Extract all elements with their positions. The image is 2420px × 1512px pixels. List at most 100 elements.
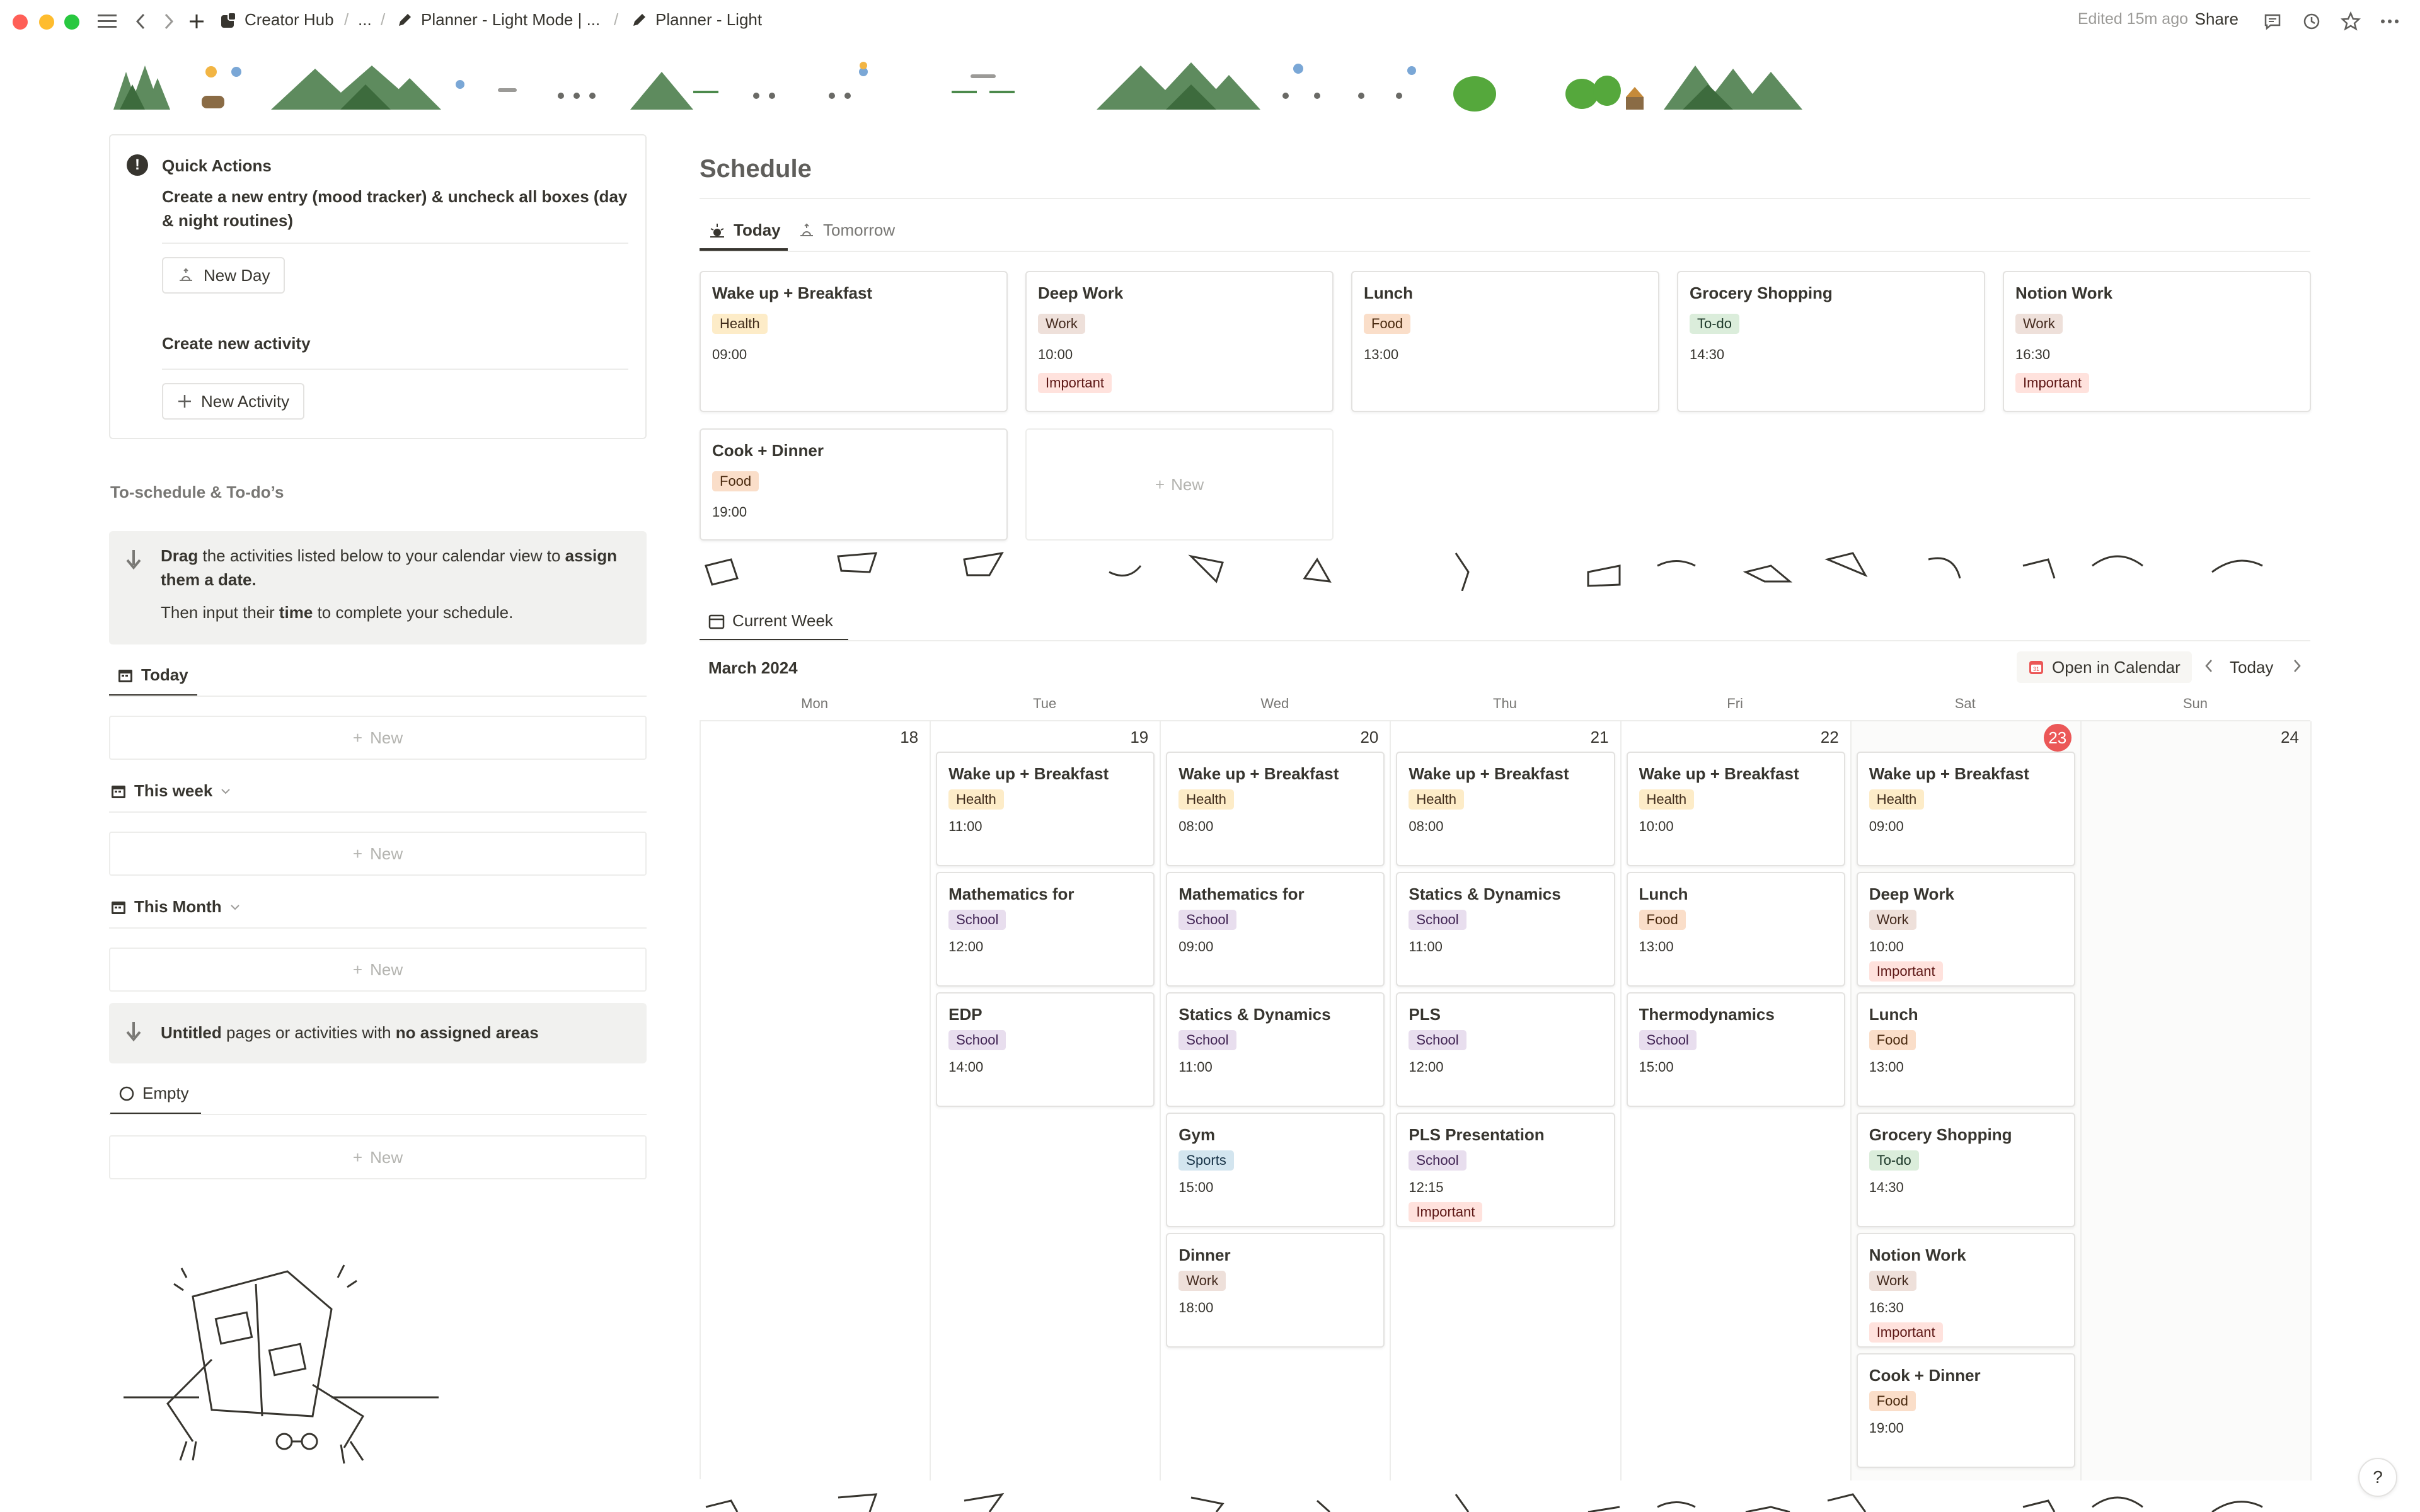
previous-week-button[interactable]	[2203, 658, 2215, 679]
card-title: Deep Work	[1038, 284, 1124, 302]
drag-instructions-text: Drag the activities listed below to your…	[161, 544, 627, 592]
tab-current-week[interactable]: Current Week	[708, 611, 833, 631]
event-time: 09:00	[1869, 818, 1904, 834]
calendar-event-card[interactable]: Cook + Dinner Food 19:00	[1856, 1353, 2075, 1468]
breadcrumb-planner-light[interactable]: Planner - Light	[630, 10, 762, 30]
share-button[interactable]: Share	[2194, 9, 2238, 28]
tag-badge: Work	[1178, 1271, 1226, 1291]
calendar-event-card[interactable]: Grocery Shopping To-do 14:30	[1856, 1113, 2075, 1227]
plus-icon: +	[352, 1147, 363, 1167]
favorite-star-icon[interactable]	[2338, 9, 2363, 34]
comments-icon[interactable]	[2260, 9, 2285, 34]
card-time: 16:30	[2015, 346, 2051, 362]
emphasis-drag: Drag	[161, 546, 199, 565]
calendar-event-card[interactable]: Wake up + Breakfast Health 11:00	[936, 752, 1155, 866]
new-entry-button[interactable]: + New	[109, 1135, 647, 1179]
sidebar-toggle-icon[interactable]	[95, 9, 120, 34]
calendar-event-card[interactable]: Thermodynamics School 15:00	[1626, 992, 1845, 1107]
weekday-label: Wed	[1260, 696, 1289, 711]
sun-icon	[710, 223, 724, 238]
card-time: 13:00	[1364, 346, 1399, 362]
calendar-event-card[interactable]: PLS Presentation School 12:15 Important	[1396, 1113, 1615, 1227]
view-tab-this-month[interactable]: This Month	[110, 897, 241, 917]
event-time: 09:00	[1178, 939, 1214, 954]
calendar-event-card[interactable]: Wake up + Breakfast Health 09:00	[1856, 752, 2075, 866]
tag-badge: School	[1178, 1030, 1236, 1050]
tab-today[interactable]: Today	[708, 220, 781, 240]
new-card-button[interactable]: + New	[1025, 428, 1334, 541]
tag-badge: Food	[1869, 1391, 1916, 1411]
new-day-button[interactable]: New Day	[162, 257, 285, 294]
window-minimize-button[interactable]	[39, 14, 54, 30]
event-time: 18:00	[1178, 1300, 1214, 1315]
event-time: 12:00	[948, 939, 984, 954]
new-entry-button[interactable]: + New	[109, 832, 647, 876]
calendar-event-card[interactable]: Lunch Food 13:00	[1856, 992, 2075, 1107]
calendar-day-column[interactable]: 21 Wake up + Breakfast Health 08:00 Statics …	[1391, 721, 1622, 1480]
tag-badge: Food	[1639, 910, 1686, 930]
schedule-card[interactable]: Lunch Food 13:00	[1351, 271, 1659, 412]
calendar-event-card[interactable]: Deep Work Work 10:00 Important	[1856, 872, 2075, 987]
open-in-calendar-button[interactable]: 31 Open in Calendar	[2017, 651, 2192, 683]
calendar-event-card[interactable]: Dinner Work 18:00	[1166, 1233, 1385, 1348]
calendar-event-card[interactable]: PLS School 12:00	[1396, 992, 1615, 1107]
calendar-event-card[interactable]: Wake up + Breakfast Health 10:00	[1626, 752, 1845, 866]
schedule-card[interactable]: Cook + Dinner Food 19:00	[700, 428, 1008, 541]
new-page-icon[interactable]	[184, 9, 209, 34]
weekday-label: Mon	[801, 696, 828, 711]
window-maximize-button[interactable]	[64, 14, 79, 30]
today-button[interactable]: Today	[2230, 658, 2274, 677]
calendar-day-column[interactable]: 24	[2081, 721, 2312, 1480]
calendar-month-label: March 2024	[708, 658, 798, 677]
today-date-badge: 23	[2043, 724, 2071, 752]
breadcrumb-planner-light-mode[interactable]: Planner - Light Mode | ...	[396, 10, 600, 30]
back-icon[interactable]	[128, 9, 153, 34]
schedule-card[interactable]: Grocery Shopping To-do 14:30	[1677, 271, 1985, 412]
window-close-button[interactable]	[13, 14, 28, 30]
calendar-event-card[interactable]: Notion Work Work 16:30 Important	[1856, 1233, 2075, 1348]
plus-icon	[178, 395, 191, 408]
event-time: 11:00	[1178, 1059, 1213, 1075]
calendar-day-column[interactable]: 19 Wake up + Breakfast Health 11:00 Mathemat…	[931, 721, 1161, 1480]
calendar-day-column[interactable]: 20 Wake up + Breakfast Health 08:00 Mathemat…	[1161, 721, 1392, 1480]
svg-text:31: 31	[2033, 666, 2039, 672]
new-entry-button[interactable]: + New	[109, 716, 647, 760]
view-tab-today[interactable]: Today	[117, 665, 188, 685]
schedule-card[interactable]: Deep Work Work 10:00 Important	[1025, 271, 1334, 412]
calendar-day-column[interactable]: 18	[701, 721, 931, 1480]
event-time: 08:00	[1178, 818, 1214, 834]
important-badge: Important	[2015, 373, 2089, 393]
schedule-card[interactable]: Notion Work Work 16:30 Important	[2003, 271, 2311, 412]
leaves-divider-illustration-bottom	[705, 1492, 2263, 1512]
new-entry-button[interactable]: + New	[109, 948, 647, 992]
calendar-event-card[interactable]: Mathematics for School 09:00	[1166, 872, 1385, 987]
view-tab-this-week[interactable]: This week	[110, 781, 231, 801]
new-activity-button[interactable]: New Activity	[162, 383, 305, 420]
help-button[interactable]: ?	[2358, 1458, 2397, 1497]
calendar-event-card[interactable]: Statics & Dynamics School 11:00	[1396, 872, 1615, 987]
calendar-day-column[interactable]: 22 Wake up + Breakfast Health 10:00 Lunch Foo…	[1622, 721, 1852, 1480]
forward-icon[interactable]	[156, 9, 182, 34]
weekday-label: Sat	[1954, 696, 1976, 711]
tag-badge: School	[1639, 1030, 1697, 1050]
weekday-label: Sun	[2182, 696, 2208, 711]
calendar-event-card[interactable]: Mathematics for School 12:00	[936, 872, 1155, 987]
calendar-day-column[interactable]: 23 Wake up + Breakfast Health 09:00 Deep Wor…	[1851, 721, 2082, 1480]
next-week-button[interactable]	[2291, 658, 2303, 679]
calendar-event-card[interactable]: EDP School 14:00	[936, 992, 1155, 1107]
breadcrumb-creator-hub[interactable]: Creator Hub	[219, 10, 334, 30]
calendar-event-card[interactable]: Lunch Food 13:00	[1626, 872, 1845, 987]
tab-tomorrow[interactable]: Tomorrow	[798, 220, 895, 240]
calendar-event-card[interactable]: Statics & Dynamics School 11:00	[1166, 992, 1385, 1107]
history-icon[interactable]	[2299, 9, 2324, 34]
breadcrumb-ellipsis[interactable]: ...	[358, 10, 372, 30]
calendar-event-card[interactable]: Wake up + Breakfast Health 08:00	[1166, 752, 1385, 866]
event-time: 15:00	[1178, 1179, 1214, 1195]
schedule-card[interactable]: Wake up + Breakfast Health 09:00	[700, 271, 1008, 412]
more-options-icon[interactable]	[2377, 9, 2402, 34]
divider	[109, 927, 647, 929]
calendar-event-card[interactable]: Gym Sports 15:00	[1166, 1113, 1385, 1227]
calendar-event-card[interactable]: Wake up + Breakfast Health 08:00	[1396, 752, 1615, 866]
sunrise-icon	[800, 223, 813, 236]
view-tab-empty[interactable]: Empty	[118, 1084, 189, 1103]
